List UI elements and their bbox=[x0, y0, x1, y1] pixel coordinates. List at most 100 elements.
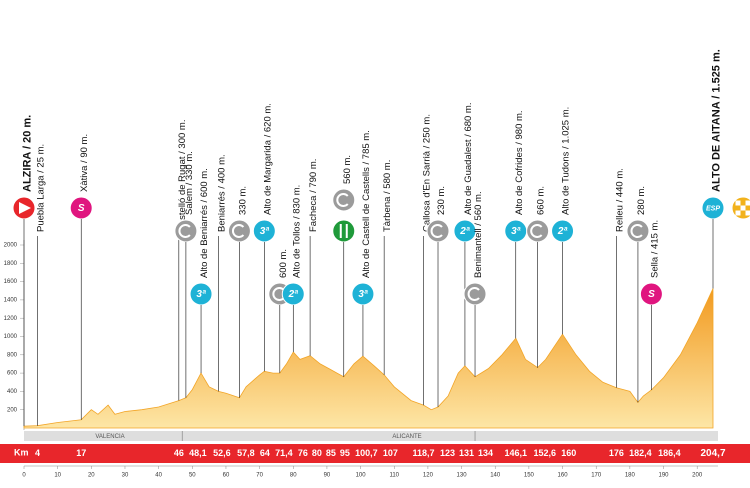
icon-cat2: 2ª bbox=[551, 219, 575, 243]
y-tick-label: 200 bbox=[7, 407, 18, 413]
waypoint-name: 230 m. bbox=[436, 186, 447, 215]
km-label: 64 bbox=[260, 448, 270, 458]
waypoint-name: 330 m. bbox=[237, 186, 248, 215]
km-label: 52,6 bbox=[213, 448, 231, 458]
icon-text: S bbox=[78, 203, 85, 214]
icon-check bbox=[745, 210, 750, 216]
km-label: 85 bbox=[326, 448, 336, 458]
icon-text: 2ª bbox=[459, 226, 470, 237]
x-tick-label: 50 bbox=[189, 473, 196, 479]
waypoint-name: Tàrbena / 580 m. bbox=[382, 160, 393, 232]
waypoint-name: Alto de Cofrides / 980 m. bbox=[514, 110, 525, 215]
km-label: 118,7 bbox=[413, 448, 435, 458]
icon-disc bbox=[332, 188, 356, 212]
region-strip bbox=[24, 431, 718, 441]
waypoint-name: Facheca / 790 m. bbox=[308, 159, 319, 232]
icon-cp bbox=[227, 219, 251, 243]
waypoint-name: Callosa d'En Sarrià / 250 m. bbox=[422, 114, 433, 232]
icon-cp bbox=[463, 282, 487, 306]
km-label: 160 bbox=[561, 448, 576, 458]
y-tick-label: 600 bbox=[7, 371, 18, 377]
y-tick-label: 400 bbox=[7, 389, 18, 395]
km-label: 76 bbox=[298, 448, 308, 458]
km-label: 95 bbox=[340, 448, 350, 458]
x-tick-label: 120 bbox=[423, 473, 434, 479]
waypoint-name: Beniarrés / 400 m. bbox=[217, 154, 228, 232]
icon-cp bbox=[332, 188, 356, 212]
icon-disc bbox=[526, 219, 550, 243]
km-label: 123 bbox=[440, 448, 455, 458]
icon-arrow bbox=[19, 202, 31, 214]
y-tick-label: 1000 bbox=[4, 334, 18, 340]
icon-text: 3ª bbox=[358, 289, 368, 300]
icon-sprint: S bbox=[639, 282, 663, 306]
waypoint-name: 600 m. bbox=[278, 249, 289, 278]
km-label: 152,6 bbox=[533, 448, 556, 458]
waypoint-name: Alto de Castell de Castells / 785 m. bbox=[361, 130, 372, 278]
icon-cp bbox=[626, 219, 650, 243]
icon-cat3: 3ª bbox=[189, 282, 213, 306]
icon-disc bbox=[463, 282, 487, 306]
icon-text: 3ª bbox=[260, 226, 270, 237]
icon-cat3: 3ª bbox=[351, 282, 375, 306]
x-tick-label: 160 bbox=[558, 473, 569, 479]
icon-disc bbox=[332, 219, 356, 243]
waypoint-name: ALTO DE AITANA / 1.525 m. bbox=[710, 49, 722, 192]
km-label: 100,7 bbox=[355, 448, 378, 458]
km-label: 204,7 bbox=[700, 448, 725, 459]
waypoint-name: Alto de Tollos / 830 m. bbox=[291, 185, 302, 278]
region-label: VALENCIA bbox=[95, 434, 124, 440]
x-tick-label: 0 bbox=[22, 473, 26, 479]
x-tick-label: 170 bbox=[591, 473, 602, 479]
icon-cp bbox=[336, 193, 349, 207]
x-tick-label: 110 bbox=[389, 473, 399, 479]
y-tick-label: 2000 bbox=[4, 243, 18, 249]
x-tick-label: 190 bbox=[659, 473, 670, 479]
km-label: 71,4 bbox=[275, 448, 293, 458]
waypoint-name: Sella / 415 m. bbox=[649, 220, 660, 278]
icon-cp bbox=[530, 224, 543, 238]
waypoint-name: Benimantell / 560 m. bbox=[473, 191, 484, 278]
icon-disc bbox=[174, 219, 198, 243]
x-tick-label: 80 bbox=[290, 473, 297, 479]
icon-disc bbox=[626, 219, 650, 243]
icon-check bbox=[735, 200, 741, 206]
icon-esp: ESP bbox=[701, 196, 725, 220]
icon-check bbox=[745, 200, 750, 206]
km-label: 4 bbox=[35, 448, 40, 458]
icon-sprint: S bbox=[69, 196, 93, 220]
km-label: 131 bbox=[459, 448, 474, 458]
km-bar bbox=[0, 444, 750, 463]
icon-start bbox=[12, 196, 36, 220]
y-tick-label: 1400 bbox=[4, 297, 18, 303]
icon-cp bbox=[272, 287, 285, 301]
km-label: 46 bbox=[174, 448, 184, 458]
km-label: 107 bbox=[383, 448, 398, 458]
icon-cat3: 3ª bbox=[252, 219, 276, 243]
km-label: 182,4 bbox=[629, 448, 652, 458]
icon-cp bbox=[178, 224, 191, 238]
km-label: 48,1 bbox=[189, 448, 207, 458]
waypoint-name: Alto de Margarida / 620 m. bbox=[262, 103, 273, 215]
x-tick-label: 10 bbox=[54, 473, 61, 479]
waypoint-name: Xàtiva / 90 m. bbox=[79, 134, 90, 192]
icon-cp bbox=[467, 287, 480, 301]
x-tick-label: 140 bbox=[490, 473, 501, 479]
waypoint-name: Alto de Beniarrés / 600 m. bbox=[199, 168, 210, 278]
waypoint-name: 280 m. bbox=[636, 186, 647, 215]
km-label: 176 bbox=[609, 448, 624, 458]
y-tick-label: 1800 bbox=[4, 261, 18, 267]
waypoint-name: Puebla Larga / 25 m. bbox=[35, 144, 46, 232]
icon-text: S bbox=[648, 289, 655, 300]
km-label: 146,1 bbox=[504, 448, 527, 458]
elevation-area bbox=[23, 288, 714, 429]
icon-check bbox=[740, 205, 746, 211]
y-tick-label: 1200 bbox=[4, 316, 18, 322]
icon-cp bbox=[232, 224, 245, 238]
km-label: 134 bbox=[478, 448, 493, 458]
icon-cat2: 2ª bbox=[281, 282, 305, 306]
icon-disc bbox=[426, 219, 450, 243]
x-tick-label: 30 bbox=[122, 473, 129, 479]
